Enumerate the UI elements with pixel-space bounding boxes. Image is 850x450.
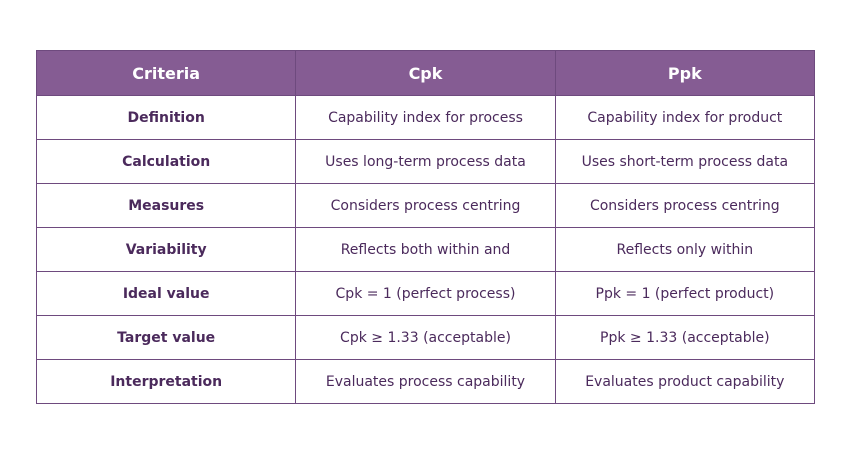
ppk-cell: Considers process centring [554,183,816,228]
header-criteria: Criteria [35,50,297,96]
header-ppk: Ppk [554,50,816,96]
table-row: Target value Cpk ≥ 1.33 (acceptable) Ppk ≥… [35,315,816,360]
criteria-cell: Definition [35,95,297,140]
cpk-cell: Uses long-term process data [295,139,556,184]
header-cpk: Cpk [295,50,556,96]
header-row: Criteria Cpk Ppk [35,50,816,96]
ppk-cell: Reflects only within [554,227,816,272]
criteria-cell: Variability [35,227,297,272]
cpk-cell: Considers process centring [295,183,556,228]
criteria-cell: Measures [35,183,297,228]
cpk-cell: Cpk ≥ 1.33 (acceptable) [295,315,556,360]
ppk-cell: Capability index for product [554,95,816,140]
criteria-cell: Calculation [35,139,297,184]
cpk-cell: Capability index for process [295,95,556,140]
cpk-cell: Reflects both within and [295,227,556,272]
table-row: Interpretation Evaluates process capabili… [35,359,816,404]
cpk-cell: Evaluates process capability [295,359,556,404]
ppk-cell: Ppk ≥ 1.33 (acceptable) [554,315,816,360]
table-row: Ideal value Cpk = 1 (perfect process) Ppk … [35,271,816,316]
comparison-table: Criteria Cpk Ppk Definition Capability in… [35,50,816,404]
table-row: Measures Considers process centring Consid… [35,183,816,228]
ppk-cell: Ppk = 1 (perfect product) [554,271,816,316]
table-row: Variability Reflects both within and Refle… [35,227,816,272]
ppk-cell: Uses short-term process data [554,139,816,184]
table-row: Definition Capability index for process Ca… [35,95,816,140]
criteria-cell: Target value [35,315,297,360]
cpk-cell: Cpk = 1 (perfect process) [295,271,556,316]
criteria-cell: Ideal value [35,271,297,316]
table-row: Calculation Uses long-term process data Us… [35,139,816,184]
criteria-cell: Interpretation [35,359,297,404]
ppk-cell: Evaluates product capability [554,359,816,404]
